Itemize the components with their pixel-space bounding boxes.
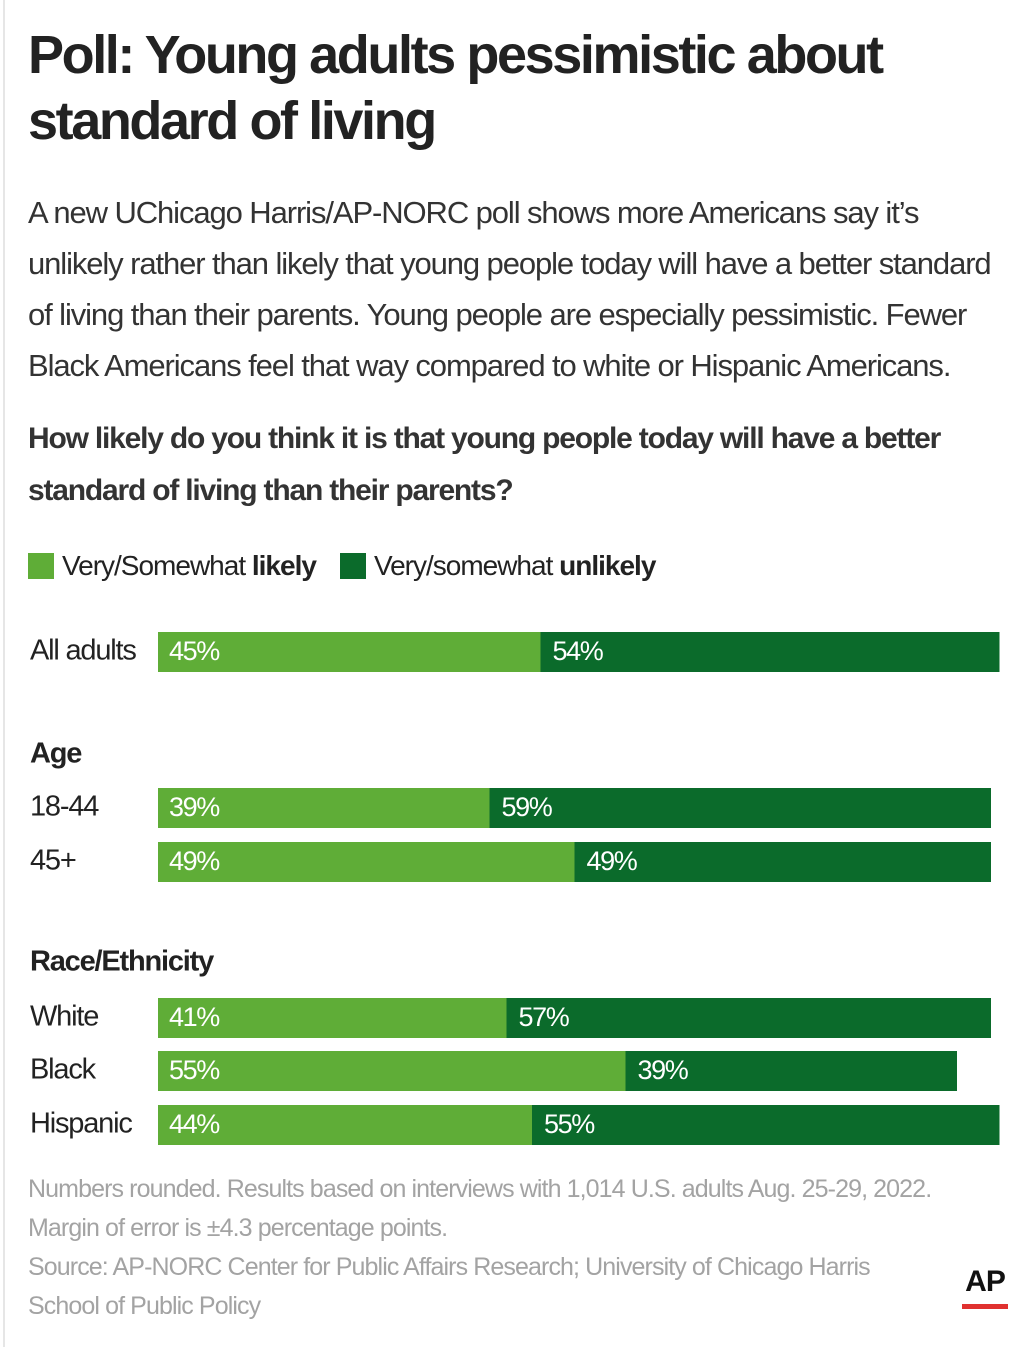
bar-likely (158, 788, 490, 828)
data-label-unlikely: 49% (587, 846, 638, 876)
data-label-unlikely: 39% (638, 1055, 689, 1085)
data-label-unlikely: 54% (553, 636, 604, 666)
group-heading: Age (30, 738, 82, 770)
data-label-unlikely: 59% (502, 792, 553, 822)
data-label-likely: 45% (169, 636, 220, 666)
data-label-likely: 41% (169, 1002, 220, 1032)
bar-likely (158, 1051, 626, 1091)
bar-unlikely (489, 788, 991, 828)
legend-item-likely: Very/Somewhat likely (28, 550, 317, 582)
category-label: 45+ (30, 845, 76, 877)
category-label: 18-44 (30, 791, 99, 823)
data-label-unlikely: 57% (519, 1002, 570, 1032)
category-label: White (30, 1001, 98, 1033)
category-label: Hispanic (30, 1108, 132, 1140)
bar-unlikely (574, 842, 991, 882)
data-label-likely: 39% (169, 792, 220, 822)
bar-unlikely (540, 632, 1000, 672)
legend-label-unlikely: Very/somewhat unlikely (373, 550, 656, 581)
legend-swatch-unlikely (339, 553, 366, 579)
ap-logo-underline (962, 1304, 1008, 1309)
bar-unlikely (506, 998, 991, 1038)
footnote-source: Source: AP-NORC Center for Public Affair… (28, 1253, 871, 1320)
dek-text: A new UChicago Harris/AP-NORC poll shows… (28, 195, 992, 383)
data-label-likely: 44% (169, 1109, 220, 1139)
left-border-rule (3, 0, 5, 1347)
bar-likely (158, 632, 541, 672)
legend: Very/Somewhat likely Very/somewhat unlik… (28, 546, 679, 586)
footnote-margin: Margin of error is ±4.3 percentage point… (28, 1214, 448, 1242)
category-label: All adults (30, 635, 136, 667)
bar-unlikely (625, 1051, 957, 1091)
bar-likely (158, 998, 507, 1038)
bar-likely (158, 1105, 532, 1145)
data-label-likely: 49% (169, 846, 220, 876)
legend-label-likely: Very/Somewhat likely (62, 550, 317, 581)
ap-logo: AP (960, 1264, 1010, 1314)
legend-swatch-likely (28, 553, 54, 579)
footnote-method: Numbers rounded. Results based on interv… (28, 1175, 932, 1203)
data-label-likely: 55% (169, 1055, 220, 1085)
bar-unlikely (532, 1105, 1000, 1145)
data-label-unlikely: 55% (544, 1109, 595, 1139)
category-label: Black (30, 1054, 97, 1086)
ap-logo-text: AP (965, 1265, 1006, 1298)
group-heading: Race/Ethnicity (30, 946, 214, 978)
headline: Poll: Young adults pessimistic about sta… (28, 25, 884, 151)
legend-item-unlikely: Very/somewhat unlikely (339, 550, 656, 582)
bar-likely (158, 842, 575, 882)
chart-question: How likely do you think it is that young… (28, 422, 941, 507)
footnote: Numbers rounded. Results based on interv… (28, 1170, 943, 1326)
